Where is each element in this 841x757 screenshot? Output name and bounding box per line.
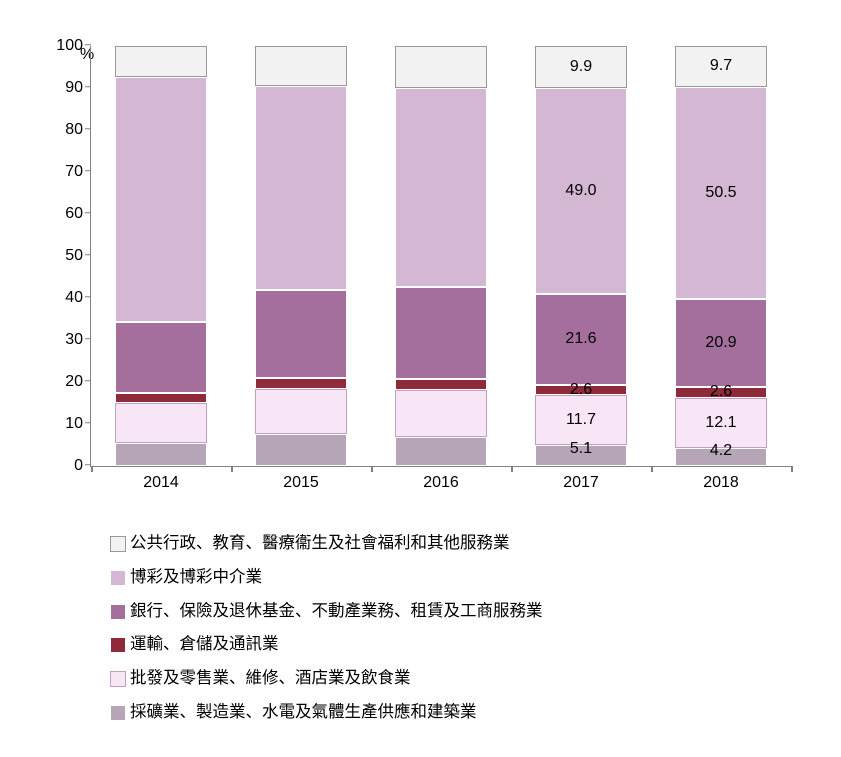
legend-label: 公共行政、教育、醫療衞生及社會福利和其他服務業 [130, 527, 510, 561]
value-label: 5.1 [570, 440, 592, 458]
bar-segment [395, 88, 487, 286]
bar-column [115, 46, 207, 466]
bar-segment [395, 437, 487, 466]
y-tick-label: 80 [65, 121, 91, 139]
legend-label: 批發及零售業、維修、酒店業及飲食業 [130, 662, 411, 696]
x-tick-mark [651, 466, 653, 472]
legend-item: 運輸、倉儲及通訊業 [110, 628, 820, 662]
bar-segment [255, 378, 347, 389]
legend-swatch [110, 570, 126, 586]
value-label: 9.7 [710, 57, 732, 75]
value-label: 49.0 [565, 182, 596, 200]
x-tick-mark [791, 466, 793, 472]
bars-container: 5.1 11.7 2.6 21.6 49.0 9.9 4.2 12.1 2.6 20.9 50.5 9… [91, 46, 791, 466]
bar-segment: 49.0 [535, 88, 627, 294]
legend-label: 銀行、保險及退休基金、不動產業務、租賃及工商服務業 [130, 595, 543, 629]
bar-segment: 11.7 [535, 395, 627, 444]
bar-segment: 2.6 [535, 385, 627, 396]
x-tick-label: 2017 [563, 474, 599, 492]
value-label: 21.6 [565, 330, 596, 348]
legend-swatch [110, 604, 126, 620]
bar-column: 4.2 12.1 2.6 20.9 50.5 9.7 [675, 46, 767, 466]
y-tick-label: 10 [65, 415, 91, 433]
x-tick-mark [511, 466, 513, 472]
bar-segment: 50.5 [675, 87, 767, 299]
legend-item: 公共行政、教育、醫療衞生及社會福利和其他服務業 [110, 527, 820, 561]
value-label: 11.7 [566, 411, 596, 429]
x-tick-label: 2016 [423, 474, 459, 492]
legend-item: 銀行、保險及退休基金、不動產業務、租賃及工商服務業 [110, 595, 820, 629]
bar-segment: 9.9 [535, 46, 627, 88]
legend-swatch [110, 536, 126, 552]
value-label: 50.5 [705, 184, 736, 202]
bar-segment: 12.1 [675, 398, 767, 449]
bar-column [255, 46, 347, 466]
legend-item: 採礦業、製造業、水電及氣體生產供應和建築業 [110, 696, 820, 730]
bar-column: 5.1 11.7 2.6 21.6 49.0 9.9 [535, 46, 627, 466]
y-tick-label: 30 [65, 331, 91, 349]
bar-segment [115, 403, 207, 444]
x-tick-mark [231, 466, 233, 472]
value-label: 12.1 [705, 414, 736, 432]
y-tick-label: 70 [65, 163, 91, 181]
bar-segment: 4.2 [675, 448, 767, 466]
legend: 公共行政、教育、醫療衞生及社會福利和其他服務業博彩及博彩中介業銀行、保險及退休基… [110, 527, 820, 730]
bar-segment: 5.1 [535, 445, 627, 466]
y-tick-label: 90 [65, 79, 91, 97]
legend-swatch [110, 705, 126, 721]
bar-segment [395, 379, 487, 390]
plot-area: 01020304050607080901005.111.72.621.649.0… [90, 46, 791, 467]
y-tick-label: 0 [74, 457, 91, 475]
bar-segment [115, 443, 207, 466]
legend-item: 批發及零售業、維修、酒店業及飲食業 [110, 662, 820, 696]
bar-segment: 2.6 [675, 387, 767, 398]
bar-segment [395, 46, 487, 88]
bar-segment [255, 389, 347, 434]
stacked-bar-chart: % 01020304050607080901005.111.72.621.649… [20, 46, 820, 730]
x-tick-label: 2018 [703, 474, 739, 492]
y-tick-label: 60 [65, 205, 91, 223]
bar-segment [255, 434, 347, 466]
legend-label: 博彩及博彩中介業 [130, 561, 262, 595]
bar-segment [115, 46, 207, 77]
legend-label: 採礦業、製造業、水電及氣體生產供應和建築業 [130, 696, 477, 730]
bar-segment [115, 393, 207, 403]
bar-segment [395, 287, 487, 379]
bar-segment: 21.6 [535, 294, 627, 385]
value-label: 4.2 [710, 442, 732, 460]
bar-segment [395, 390, 487, 437]
bar-segment [255, 86, 347, 290]
bar-column [395, 46, 487, 466]
x-tick-mark [91, 466, 93, 472]
bar-segment [115, 322, 207, 393]
legend-label: 運輸、倉儲及通訊業 [130, 628, 279, 662]
y-tick-label: 20 [65, 373, 91, 391]
x-tick-label: 2014 [143, 474, 179, 492]
value-label: 9.9 [570, 58, 592, 76]
y-tick-label: 50 [65, 247, 91, 265]
bar-segment [115, 77, 207, 323]
bar-segment [255, 46, 347, 86]
legend-swatch [110, 637, 126, 653]
y-tick-label: 100 [56, 37, 91, 55]
bar-segment [255, 290, 347, 378]
x-tick-label: 2015 [283, 474, 319, 492]
x-tick-mark [371, 466, 373, 472]
legend-item: 博彩及博彩中介業 [110, 561, 820, 595]
bar-segment: 9.7 [675, 46, 767, 87]
y-tick-label: 40 [65, 289, 91, 307]
legend-swatch [110, 671, 126, 687]
value-label: 20.9 [705, 334, 736, 352]
bar-segment: 20.9 [675, 299, 767, 387]
